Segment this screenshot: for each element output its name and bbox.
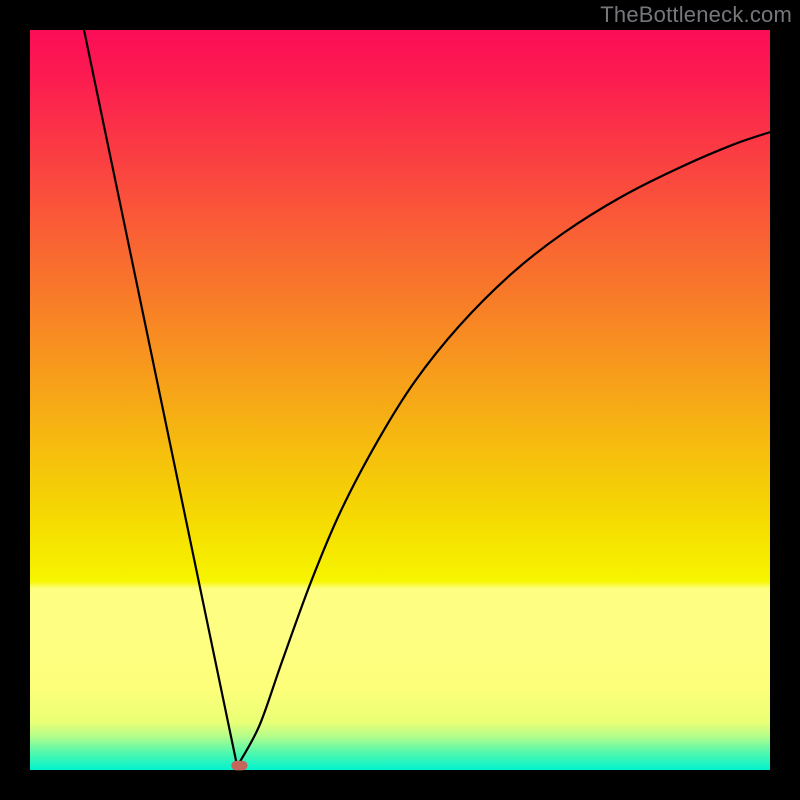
minimum-marker [231, 761, 247, 771]
chart-stage: TheBottleneck.com [0, 0, 800, 800]
branding-watermark: TheBottleneck.com [600, 2, 792, 28]
chart-svg [0, 0, 800, 800]
plot-area [30, 30, 770, 770]
